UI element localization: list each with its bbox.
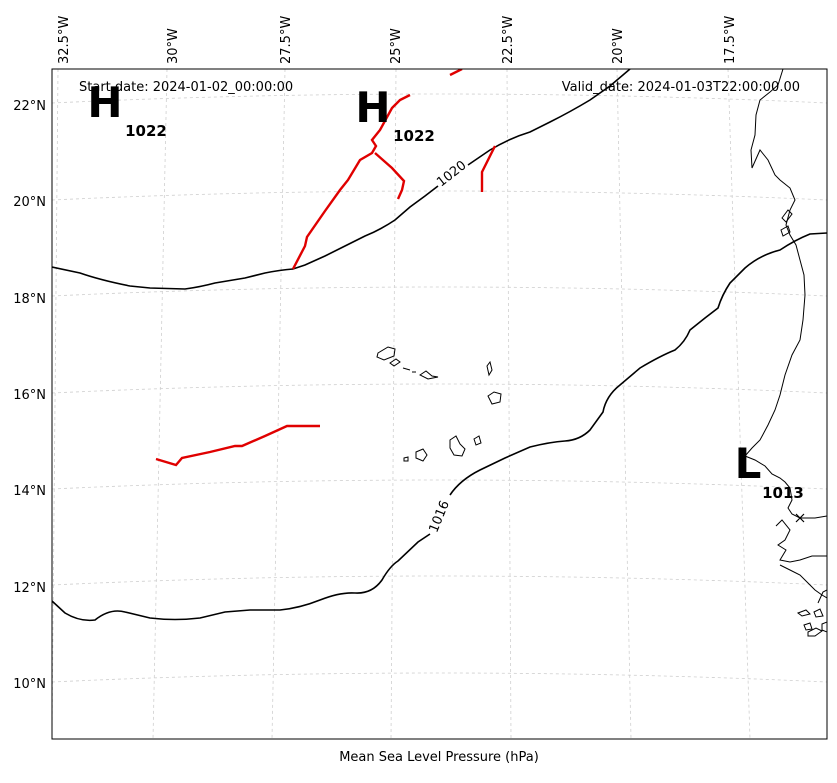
isobar-1020-b [467,69,631,166]
island-bijagos-2 [813,608,824,618]
graticule [52,69,827,739]
front-line-north-top [449,69,463,77]
meridian-22-5w [506,69,512,739]
map-area [52,69,827,739]
high-center-value-2: 1022 [393,127,435,145]
meridian-25w [390,69,397,739]
front-line-north-branch [374,152,406,200]
island-santiago [449,435,466,457]
lat-tick-10n: 10°N [13,677,46,692]
front-line-north [291,93,411,270]
island-boa-vista [487,391,502,405]
meridian-32-5w [52,69,59,739]
parallel-14n [52,479,827,490]
valid-date-label: Valid_date: 2024-01-03T22:00:00.00 [562,80,800,95]
lat-tick-18n: 18°N [13,292,46,307]
island-bijagos-3 [803,622,813,631]
lat-tick-14n: 14°N [13,484,46,499]
meridian-20w [616,69,632,739]
island-sao-vicente [389,358,401,367]
coastline-guinea [775,519,827,563]
parallel-10n [52,672,827,683]
coast-islet-north-1 [781,209,793,223]
island-bijagos-4 [807,627,823,637]
front-line-south [155,424,320,467]
map-border [51,68,828,740]
lon-tick-32-5w: 32.5°W [57,16,72,64]
coastline-guinea-3 [817,589,827,604]
lat-tick-22n: 22°N [13,99,46,114]
island-sao-nicolau [402,367,416,373]
low-center-letter: L [735,439,762,488]
island-fogo [415,448,428,462]
lat-tick-12n: 12°N [13,581,46,596]
parallel-12n [52,575,827,586]
island-bijagos-5 [821,621,827,633]
isobar-1020 [52,185,439,290]
high-center-letter-2: H [355,83,390,132]
isobar-1016-b [449,232,827,496]
lon-tick-22-5w: 22.5°W [501,16,516,64]
island-brava [403,456,409,462]
island-santo-antao [376,346,396,361]
lon-tick-17-5w: 17.5°W [723,16,738,64]
parallel-20n [52,190,827,201]
parallel-22n [52,93,827,104]
lon-tick-27-5w: 27.5°W [279,16,294,64]
map-caption: Mean Sea Level Pressure (hPa) [339,750,539,765]
lat-tick-20n: 20°N [13,195,46,210]
lat-tick-16n: 16°N [13,388,46,403]
meridian-27-5w [271,69,286,739]
low-marker-x-icon [795,513,805,523]
parallel-16n [52,383,827,394]
longitude-ticks: 32.5°W 30°W 27.5°W 25°W 22.5°W 20°W 17.5… [57,16,738,64]
meridian-17-5w [727,69,751,739]
parallel-18n [52,286,827,297]
island-sal [486,360,493,377]
high-center-value: 1022 [125,122,167,140]
front-line-east [480,145,497,192]
low-center-value: 1013 [762,484,804,502]
meridian-30w [152,69,168,739]
island-maio [473,435,482,446]
lon-tick-30w: 30°W [166,28,181,64]
island-bijagos-1 [796,609,811,617]
coastline-africa [744,69,827,519]
start-date-label: Start date: 2024-01-02_00:00:00 [79,80,293,95]
latitude-ticks: 22°N 20°N 18°N 16°N 14°N 12°N 10°N [13,99,46,692]
lon-tick-20w: 20°W [611,28,626,64]
lon-tick-25w: 25°W [389,28,404,64]
island-sao-nicolau-2 [419,370,439,380]
coast-islet-north-2 [780,225,791,237]
isobar-1016 [52,533,431,622]
high-center-letter: H [87,78,122,127]
